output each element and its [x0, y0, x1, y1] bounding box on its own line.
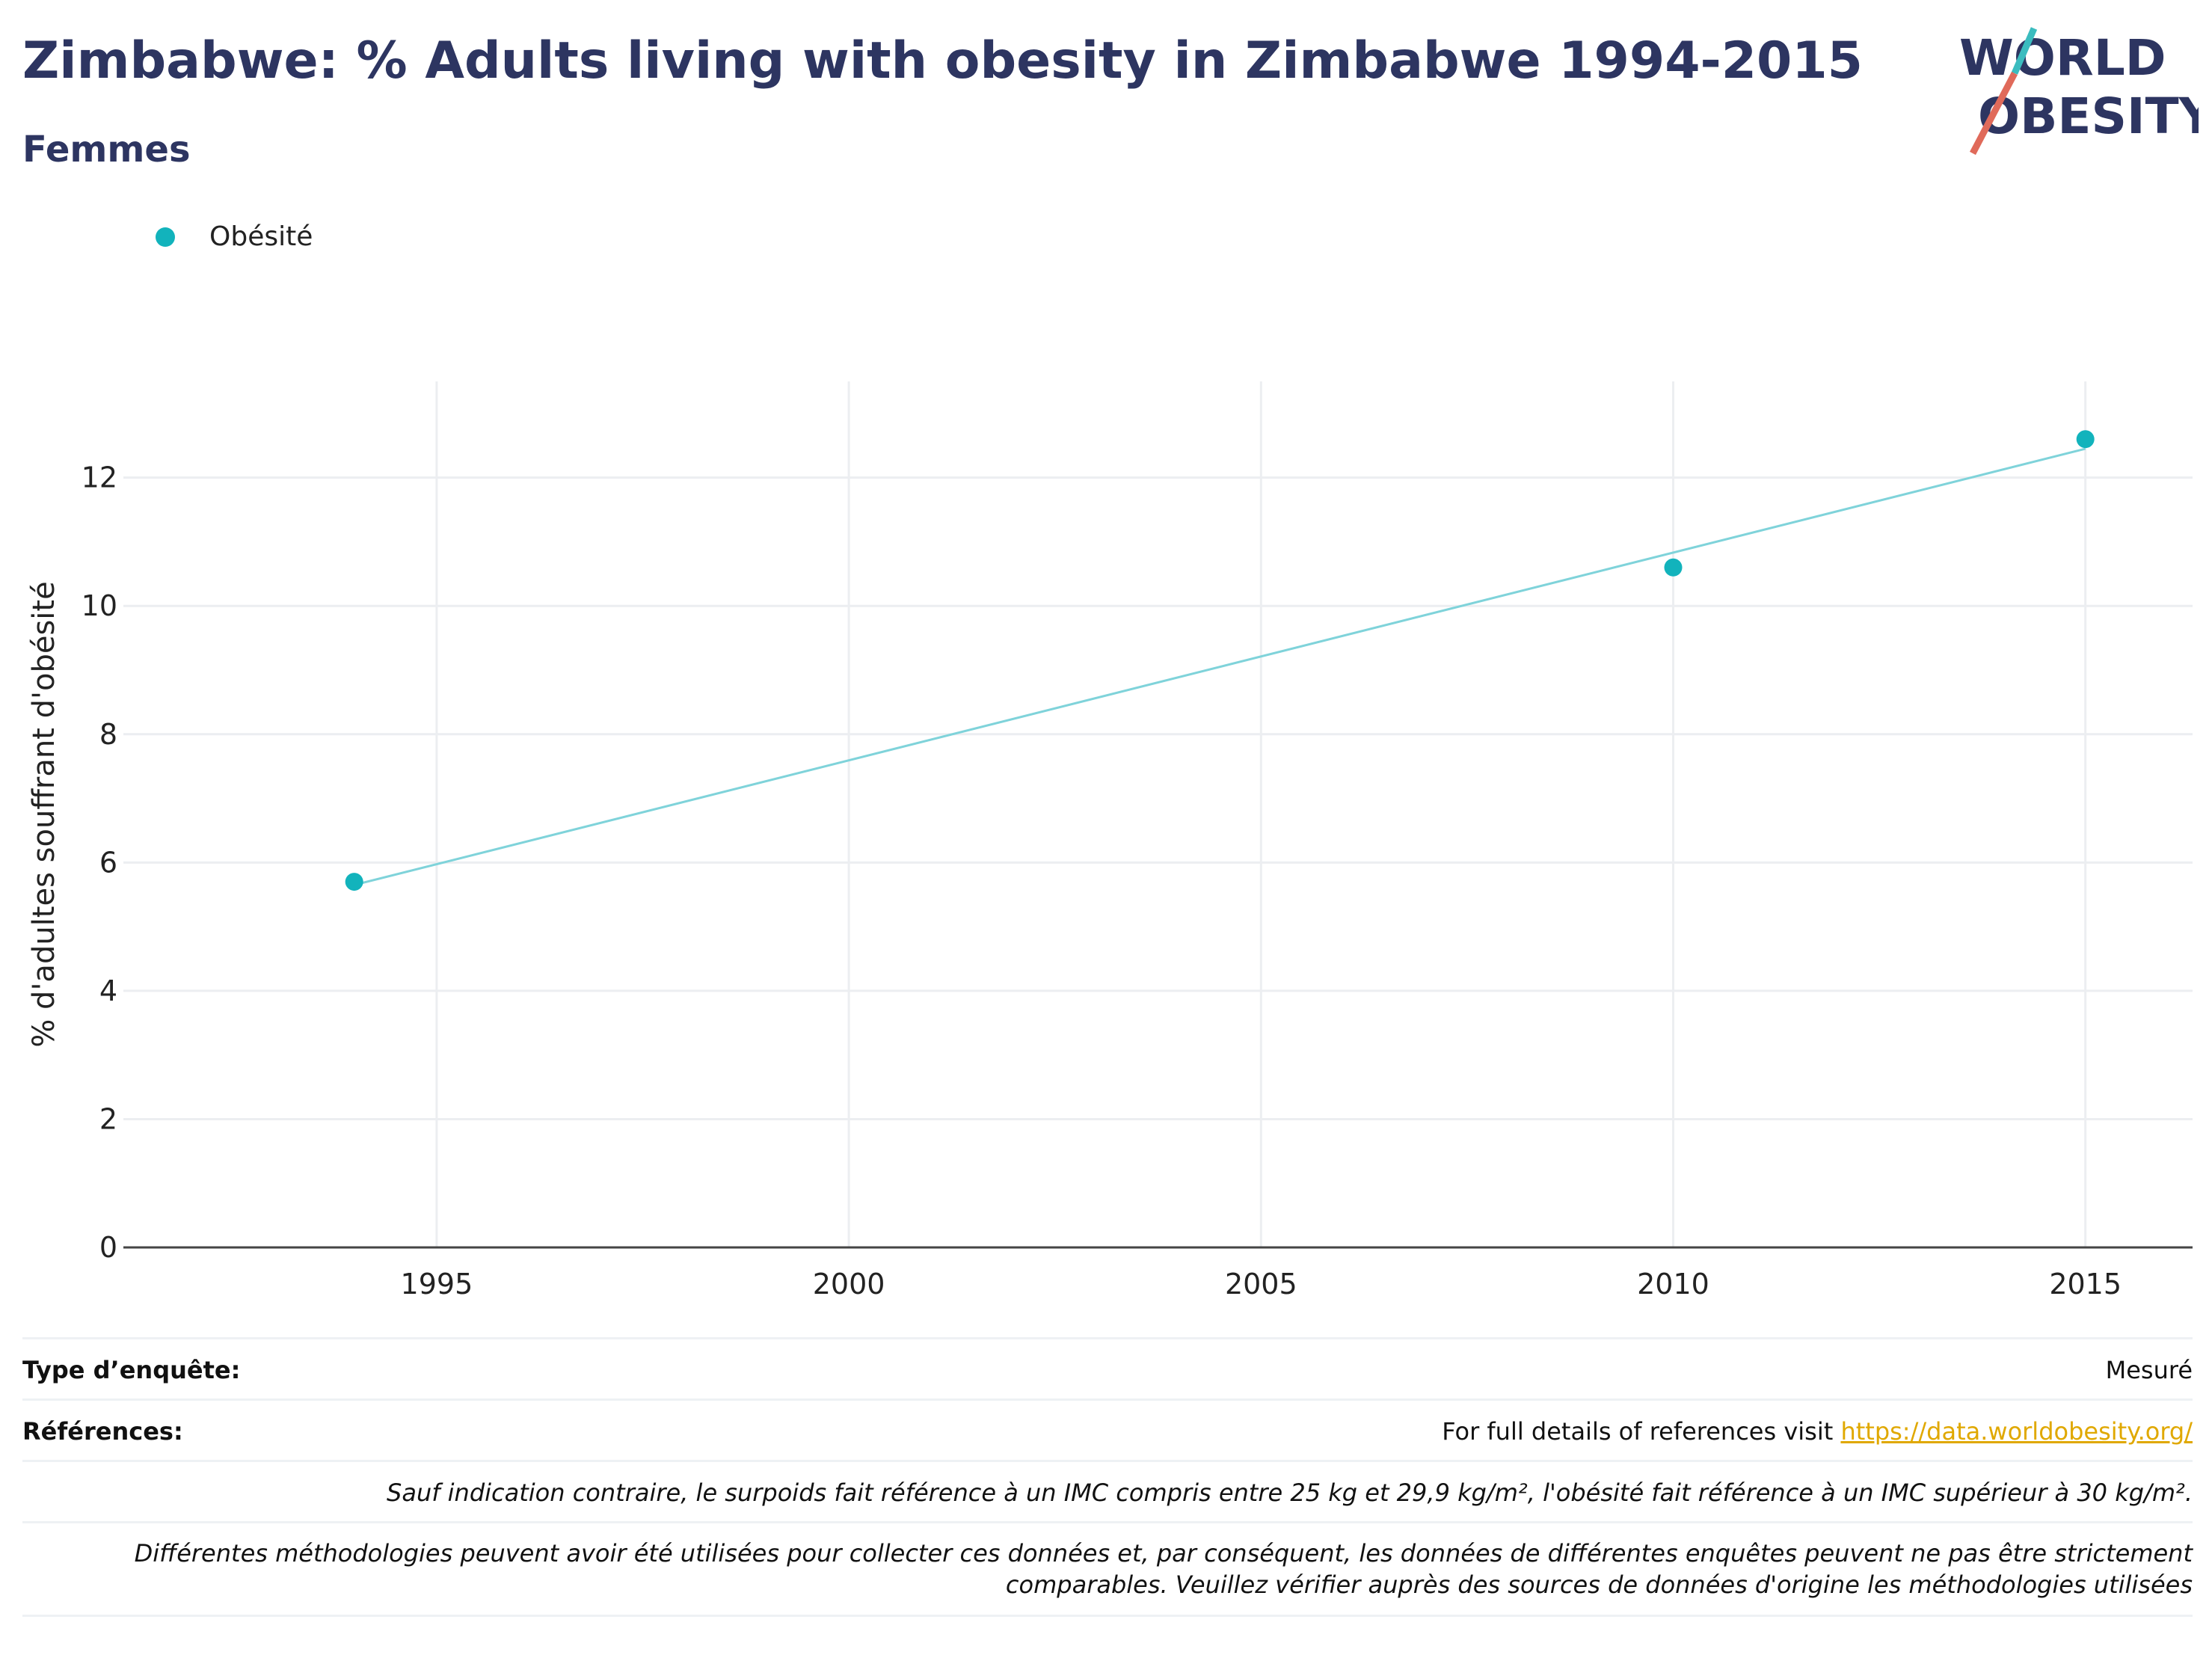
- x-tick-label: 2000: [813, 1268, 885, 1301]
- footer-references-row: Références: For full details of referenc…: [22, 1398, 2193, 1462]
- chart-subtitle: Femmes: [22, 129, 191, 171]
- x-tick-label: 2010: [1637, 1268, 1709, 1301]
- references-value: For full details of references visit htt…: [1442, 1417, 2193, 1446]
- y-axis-label: % d'adultes souffrant d'obésité: [27, 581, 61, 1047]
- footer-note-2: Différentes méthodologies peuvent avoir …: [22, 1521, 2193, 1617]
- logo-slash-teal: [2011, 27, 2038, 75]
- chart-title: Zimbabwe: % Adults living with obesity i…: [22, 31, 1863, 90]
- data-point: [1664, 558, 1683, 577]
- data-point: [345, 873, 363, 891]
- legend-label: Obésité: [209, 221, 313, 252]
- trend-line-group: [354, 447, 2086, 886]
- survey-type-label: Type d’enquête:: [22, 1356, 241, 1384]
- note-methodology: Différentes méthodologies peuvent avoir …: [135, 1538, 2193, 1600]
- references-link[interactable]: https://data.worldobesity.org/: [1840, 1417, 2193, 1446]
- note-methodology-line-1: Différentes méthodologies peuvent avoir …: [134, 1539, 2193, 1568]
- legend[interactable]: Obésité: [156, 221, 313, 252]
- legend-marker: [156, 227, 175, 247]
- x-tick-label: 2015: [2049, 1268, 2122, 1301]
- trend-line: [354, 447, 2086, 886]
- note-bmi: Sauf indication contraire, le surpoids f…: [387, 1479, 2193, 1507]
- y-tick-label: 4: [99, 974, 117, 1007]
- y-tick-label: 12: [82, 461, 117, 494]
- logo-line-2: OBESITY: [1978, 87, 2199, 145]
- logo-line-1: WORLD: [1959, 29, 2166, 87]
- world-obesity-logo: WORLD OBESITY: [1959, 27, 2199, 156]
- survey-type-value: Mesuré: [2105, 1356, 2193, 1384]
- scatter-chart: 0 2 4 6 8 10 12 1995 2000 2005 2010 2015 % d'adultes…: [27, 381, 2193, 1301]
- x-tick-label: 1995: [401, 1268, 473, 1301]
- note-methodology-line-2: comparables. Veuillez vérifier auprès de…: [1005, 1570, 2193, 1599]
- y-tick-label: 8: [99, 718, 117, 751]
- data-points: [345, 430, 2095, 891]
- y-tick-label: 6: [99, 846, 117, 879]
- footer-survey-type-row: Type d’enquête: Mesuré: [22, 1337, 2193, 1401]
- tick-labels: 0 2 4 6 8 10 12 1995 2000 2005 2010 2015 % d'adultes…: [27, 461, 2122, 1301]
- footer-note-1: Sauf indication contraire, le surpoids f…: [22, 1460, 2193, 1523]
- references-label: Références:: [22, 1417, 183, 1446]
- data-point: [2076, 430, 2095, 449]
- x-tick-label: 2005: [1225, 1268, 1297, 1301]
- y-tick-label: 0: [99, 1231, 117, 1264]
- logo-slash-red: [1970, 71, 2018, 156]
- grid-lines: [123, 381, 2193, 1247]
- y-tick-label: 10: [82, 589, 117, 622]
- y-tick-label: 2: [99, 1102, 117, 1135]
- references-text: For full details of references visit: [1442, 1417, 1841, 1446]
